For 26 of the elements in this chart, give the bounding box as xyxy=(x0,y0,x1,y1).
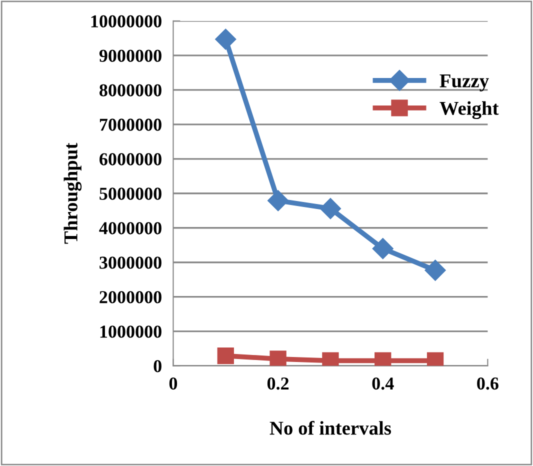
point xyxy=(268,190,289,212)
y-tick-label: 0 xyxy=(154,360,162,372)
x-tick-label: 0.4 xyxy=(372,377,394,390)
y-tick-label: 4000000 xyxy=(99,222,162,234)
x-axis-title: No of intervals xyxy=(270,420,392,435)
y-tick-label: 5000000 xyxy=(100,188,162,200)
y-tick-label: 1000000 xyxy=(100,326,162,338)
point xyxy=(217,347,234,364)
legend-label: Fuzzy xyxy=(440,74,489,92)
point xyxy=(320,198,341,220)
x-tick-label: 0.6 xyxy=(477,377,498,390)
y-tick-label: 2000000 xyxy=(100,291,162,304)
point xyxy=(424,260,446,281)
y-tick-label: 7000000 xyxy=(100,118,162,131)
y-tick-label: 8000000 xyxy=(100,84,162,96)
y-tick-label: 6000000 xyxy=(100,153,162,166)
legend-label: Weight xyxy=(440,101,499,120)
point xyxy=(270,350,286,366)
y-tick-label: 3000000 xyxy=(100,256,162,269)
point xyxy=(215,28,236,50)
point xyxy=(372,238,394,260)
x-tick-label: 0 xyxy=(169,377,178,390)
y-tick-label: 9000000 xyxy=(99,50,162,62)
y-axis-title: Throughput xyxy=(64,142,82,244)
y-tick-label: 10000000 xyxy=(91,15,162,28)
x-tick-label: 0.2 xyxy=(267,377,289,390)
